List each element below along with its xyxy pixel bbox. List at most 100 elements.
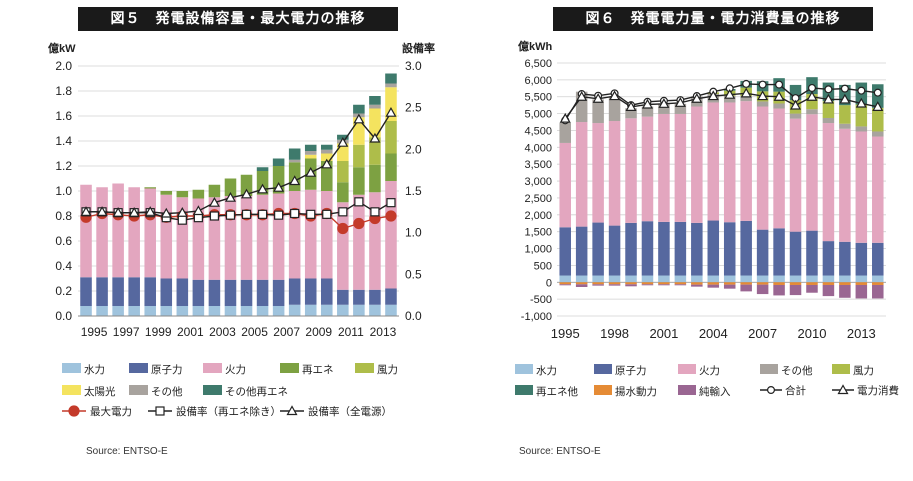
- chart2-bar-5: [559, 122, 571, 143]
- chart1-bar-2: [240, 196, 253, 280]
- chart1-bar-6: [385, 83, 397, 88]
- chart2-bar-3: [855, 284, 868, 299]
- chart2-bar-2: [707, 282, 720, 285]
- chart2-legend-marker: [766, 386, 775, 395]
- chart2-line-marker-1: [789, 99, 802, 110]
- chart2-bar-4: [723, 102, 736, 223]
- chart1-bar-2: [128, 187, 140, 278]
- chart1-line-marker-2: [369, 132, 381, 143]
- chart2-bar-5: [855, 126, 868, 132]
- chart2-ytick-label: 2,000: [524, 210, 552, 222]
- chart1-bar-7: [288, 148, 301, 160]
- chart2-bar-0: [855, 275, 868, 283]
- chart1-bar-3: [320, 161, 333, 191]
- chart1-bar-0: [320, 304, 333, 316]
- chart2-bar-0: [592, 275, 604, 283]
- chart2-bar-3: [575, 284, 588, 287]
- chart2-ytick-label: 3,000: [524, 176, 552, 188]
- chart2-bar-5: [658, 103, 670, 114]
- chart2-xtick-label: 2010: [798, 326, 827, 341]
- chart1-bar-0: [144, 306, 157, 316]
- chart1-bar-3: [192, 189, 205, 199]
- chart1-bar-3: [224, 178, 237, 196]
- chart1-bar-1: [353, 289, 365, 305]
- chart2-xtick-label: 2001: [649, 326, 678, 341]
- chart1-line-marker-1: [209, 211, 220, 221]
- chart1-line-marker-2: [208, 196, 220, 207]
- chart2-bar-2: [559, 282, 571, 285]
- chart2-bar-3: [723, 284, 736, 289]
- chart2-legend-label: 火力: [699, 364, 720, 377]
- chart1-bar-6: [320, 149, 333, 154]
- chart1-bar-6: [288, 159, 301, 163]
- chart2-legend-swatch: [594, 385, 612, 395]
- chart1-bar-2: [192, 198, 205, 280]
- chart1-bar-0: [96, 306, 108, 316]
- chart2-bar-3: [707, 284, 720, 288]
- chart2-bar-1: [559, 227, 571, 276]
- chart1-y2tick-label: 2.0: [405, 142, 422, 156]
- chart2-legend-marker: [837, 384, 849, 395]
- chart1-bar-1: [80, 277, 92, 306]
- chart2-ytick-label: 5,000: [524, 109, 552, 121]
- chart2-title: 図６ 発電電力量・電力消費量の推移: [553, 7, 873, 31]
- chart2-ytick-label: 4,000: [524, 142, 552, 154]
- chart1-legend-label: 設備率（再エネ除き）: [176, 405, 281, 418]
- chart1-y2tick-label: 3.0: [405, 59, 422, 73]
- chart2-line-marker-0: [775, 80, 784, 89]
- chart2-line-marker-1: [822, 93, 834, 104]
- chart1-bar-7: [320, 144, 333, 150]
- chart2-legend-label: その他: [781, 364, 813, 377]
- chart1-ytick-label: 1.8: [55, 84, 72, 98]
- chart2-xtick-label: 2013: [847, 326, 876, 341]
- chart2-bar-1: [592, 222, 604, 276]
- chart1-bar-2: [80, 184, 92, 278]
- chart1-bar-3: [369, 164, 381, 193]
- chart1-bar-1: [369, 289, 381, 305]
- chart2-bar-5: [608, 97, 621, 122]
- chart1-legend-label: その他: [151, 385, 183, 398]
- chart1-line-marker-1: [290, 208, 300, 219]
- chart1-bar-2: [369, 192, 381, 290]
- chart1-legend-label: 最大電力: [90, 405, 132, 418]
- chart2-bar-1: [756, 229, 769, 276]
- chart1-bar-2: [353, 194, 365, 290]
- chart2-legend-swatch: [515, 385, 533, 395]
- chart2-bar-4: [839, 128, 851, 242]
- chart1-y2tick-label: 1.0: [405, 226, 422, 240]
- chart2-bar-2: [740, 282, 752, 285]
- chart2-bar-0: [641, 275, 654, 283]
- chart1-line-marker-1: [274, 210, 284, 220]
- chart1-xtick-label: 2011: [338, 325, 364, 339]
- chart1-legend-swatch: [129, 385, 148, 395]
- chart1-ytick-label: 0.2: [55, 284, 72, 298]
- chart1-bar-1: [320, 278, 333, 305]
- chart1-line-marker-2: [305, 166, 317, 177]
- chart1-bar-7: [304, 144, 317, 151]
- chart2-bar-0: [789, 275, 802, 283]
- chart1-ytick-label: 1.4: [55, 134, 72, 148]
- chart1-bar-1: [240, 279, 253, 306]
- chart2-bar-0: [691, 275, 703, 283]
- chart1-bar-3: [272, 166, 285, 194]
- chart1-bar-7: [369, 96, 381, 105]
- chart1-line-marker-1: [322, 209, 332, 219]
- chart2-line-marker-1: [658, 98, 670, 108]
- chart1-bar-1: [304, 278, 317, 305]
- chart2-bar-2: [608, 282, 621, 285]
- chart1-xtick-label: 2001: [177, 325, 204, 339]
- chart1-bar-2: [176, 197, 189, 279]
- chart1-bar-5: [337, 143, 349, 161]
- chart2-bar-1: [872, 242, 884, 276]
- chart1-bar-5: [369, 108, 381, 138]
- chart2-line-marker-0: [807, 83, 816, 92]
- chart1-bar-1: [288, 278, 301, 305]
- chart1-line-marker-2: [112, 206, 124, 217]
- chart1-y2tick-label: 0.5: [405, 267, 422, 281]
- chart1-line-marker-0: [385, 210, 397, 222]
- chart1-xtick-label: 1999: [145, 325, 172, 339]
- chart1-bar-1: [208, 279, 221, 306]
- chart2-bar-0: [674, 275, 687, 283]
- chart1-bar-5: [320, 153, 333, 161]
- chart1-xtick-label: 2013: [370, 325, 397, 339]
